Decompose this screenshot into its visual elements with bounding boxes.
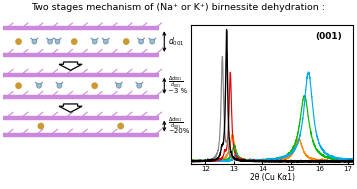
Circle shape [150, 39, 155, 44]
Text: ~20%: ~20% [168, 128, 189, 134]
Circle shape [117, 123, 124, 129]
Circle shape [37, 123, 44, 129]
Circle shape [32, 39, 37, 44]
Text: (001): (001) [315, 32, 342, 41]
Text: $\frac{\Delta d_{001}}{d_{001}}$: $\frac{\Delta d_{001}}{d_{001}}$ [168, 115, 183, 131]
Circle shape [71, 38, 77, 45]
Circle shape [123, 38, 130, 45]
Text: Two stages mechanism of (Na⁺ or K⁺) birnessite dehydration :: Two stages mechanism of (Na⁺ or K⁺) birn… [31, 3, 326, 12]
Circle shape [116, 83, 121, 88]
Polygon shape [59, 62, 82, 70]
Circle shape [48, 39, 52, 44]
Circle shape [91, 82, 98, 89]
Circle shape [92, 39, 97, 44]
Text: $\frac{\Delta d_{001}}{d_{001}}$: $\frac{\Delta d_{001}}{d_{001}}$ [168, 74, 183, 90]
Circle shape [137, 83, 142, 88]
Text: ~3 %: ~3 % [168, 88, 187, 94]
Circle shape [57, 83, 62, 88]
Circle shape [139, 39, 144, 44]
Circle shape [104, 39, 108, 44]
Circle shape [55, 39, 60, 44]
Text: $d_{001}$: $d_{001}$ [168, 35, 185, 48]
X-axis label: 2θ (Cu Kα1): 2θ (Cu Kα1) [250, 173, 295, 182]
Circle shape [36, 83, 41, 88]
Circle shape [15, 82, 22, 89]
Circle shape [15, 38, 22, 45]
Polygon shape [59, 104, 82, 112]
